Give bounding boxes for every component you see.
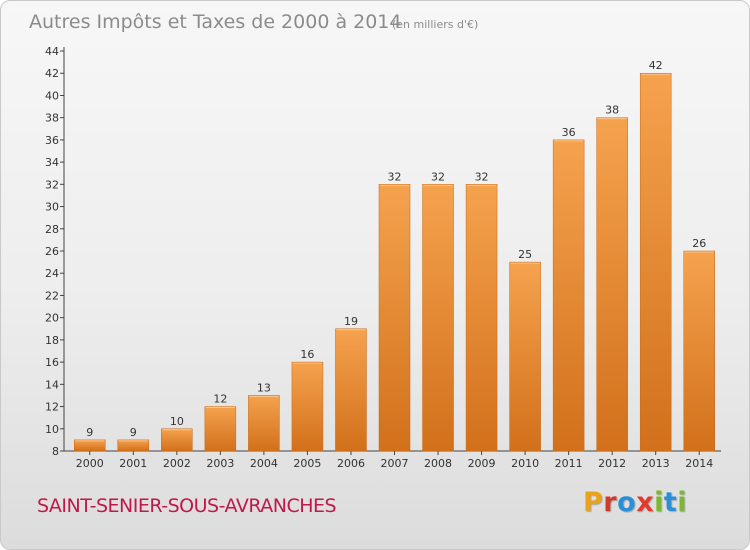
logo-letter: r bbox=[603, 487, 618, 518]
x-tick-label-2011: 2011 bbox=[555, 457, 583, 470]
logo-letter: t bbox=[663, 487, 678, 518]
y-tick-label: 38 bbox=[45, 112, 59, 125]
bar-2001 bbox=[117, 439, 150, 452]
x-tick-label-2009: 2009 bbox=[468, 457, 496, 470]
data-label-2006: 19 bbox=[344, 315, 358, 328]
bar-2010 bbox=[509, 261, 541, 452]
bar-2003 bbox=[204, 406, 237, 452]
chart-unit: (en milliers d'€) bbox=[392, 18, 478, 31]
data-label-2013: 42 bbox=[649, 59, 663, 72]
logo-letter: x bbox=[636, 487, 655, 518]
y-tick-label: 40 bbox=[45, 89, 59, 102]
data-label-2010: 25 bbox=[518, 248, 532, 261]
data-label-2001: 9 bbox=[130, 426, 137, 439]
y-tick-label: 20 bbox=[45, 312, 59, 325]
y-tick-label: 10 bbox=[45, 423, 59, 436]
data-label-2014: 26 bbox=[692, 237, 706, 250]
bar-2007 bbox=[378, 184, 411, 452]
data-label-2008: 32 bbox=[431, 170, 445, 183]
bar-2009 bbox=[465, 184, 498, 452]
y-axis-labels: 8 10 12 14 16 18 20 22 24 26 28 30 32 34 36 38 40 42 44 bbox=[45, 45, 59, 458]
y-tick-label: 42 bbox=[45, 67, 59, 80]
bar-2012 bbox=[596, 117, 628, 452]
proxiti-logo[interactable]: Proxiti bbox=[583, 487, 687, 518]
y-tick-label: 16 bbox=[45, 356, 59, 369]
bar-2013 bbox=[639, 72, 672, 452]
logo-letter: o bbox=[617, 487, 637, 518]
data-label-2005: 16 bbox=[300, 348, 314, 361]
x-tick-label-2012: 2012 bbox=[598, 457, 626, 470]
data-label-2004: 13 bbox=[257, 381, 271, 394]
x-axis-labels: 2000 2001 2002 2003 2004 2005 2006 2007 2008 2009… bbox=[76, 457, 713, 470]
bar-2004 bbox=[248, 395, 280, 452]
chart-title: Autres Impôts et Taxes de 2000 à 2014 bbox=[29, 11, 402, 33]
y-tick-label: 12 bbox=[45, 401, 59, 414]
x-tick-label-2003: 2003 bbox=[206, 457, 234, 470]
y-tick-label: 32 bbox=[45, 178, 59, 191]
data-label-2009: 32 bbox=[475, 170, 489, 183]
y-tick-label: 30 bbox=[45, 201, 59, 214]
y-tick-label: 24 bbox=[45, 267, 59, 280]
y-tick-label: 26 bbox=[45, 245, 59, 258]
logo-letter: i bbox=[654, 487, 664, 518]
data-label-2003: 12 bbox=[213, 393, 227, 406]
y-tick-label: 28 bbox=[45, 223, 59, 236]
y-tick-label: 8 bbox=[52, 445, 59, 458]
x-tick-label-2014: 2014 bbox=[685, 457, 713, 470]
x-tick-label-2001: 2001 bbox=[119, 457, 147, 470]
bar-2006 bbox=[335, 328, 367, 452]
x-tick-label-2000: 2000 bbox=[76, 457, 104, 470]
bar-2014 bbox=[683, 250, 715, 452]
bar-2002 bbox=[161, 428, 193, 452]
x-tick-label-2008: 2008 bbox=[424, 457, 452, 470]
x-tick-label-2005: 2005 bbox=[293, 457, 321, 470]
x-tick-label-2006: 2006 bbox=[337, 457, 365, 470]
y-tick-label: 44 bbox=[45, 45, 59, 58]
location-name: SAINT-SENIER-SOUS-AVRANCHES bbox=[37, 495, 337, 517]
data-label-2002: 10 bbox=[170, 415, 184, 428]
bars bbox=[74, 72, 715, 452]
data-label-2012: 38 bbox=[605, 104, 619, 117]
x-tick-label-2010: 2010 bbox=[511, 457, 539, 470]
y-tick-label: 34 bbox=[45, 156, 59, 169]
data-label-2011: 36 bbox=[562, 126, 576, 139]
y-tick-label: 18 bbox=[45, 334, 59, 347]
value-labels: 9 9 10 12 13 16 19 32 32 32 25 36 38 42 26 bbox=[86, 59, 706, 439]
y-tick-label: 22 bbox=[45, 289, 59, 302]
bar-2011 bbox=[552, 139, 585, 452]
data-label-2007: 32 bbox=[388, 170, 402, 183]
bar-2000 bbox=[74, 439, 106, 452]
data-label-2000: 9 bbox=[86, 426, 93, 439]
x-tick-label-2004: 2004 bbox=[250, 457, 278, 470]
y-tick-label: 14 bbox=[45, 378, 59, 391]
y-tick-label: 36 bbox=[45, 134, 59, 147]
x-tick-label-2002: 2002 bbox=[163, 457, 191, 470]
bar-2005 bbox=[291, 361, 324, 452]
logo-letter: i bbox=[677, 487, 688, 518]
x-tick-label-2007: 2007 bbox=[381, 457, 409, 470]
logo-letter: P bbox=[583, 487, 604, 518]
bar-2008 bbox=[422, 184, 454, 452]
x-tick-label-2013: 2013 bbox=[642, 457, 670, 470]
